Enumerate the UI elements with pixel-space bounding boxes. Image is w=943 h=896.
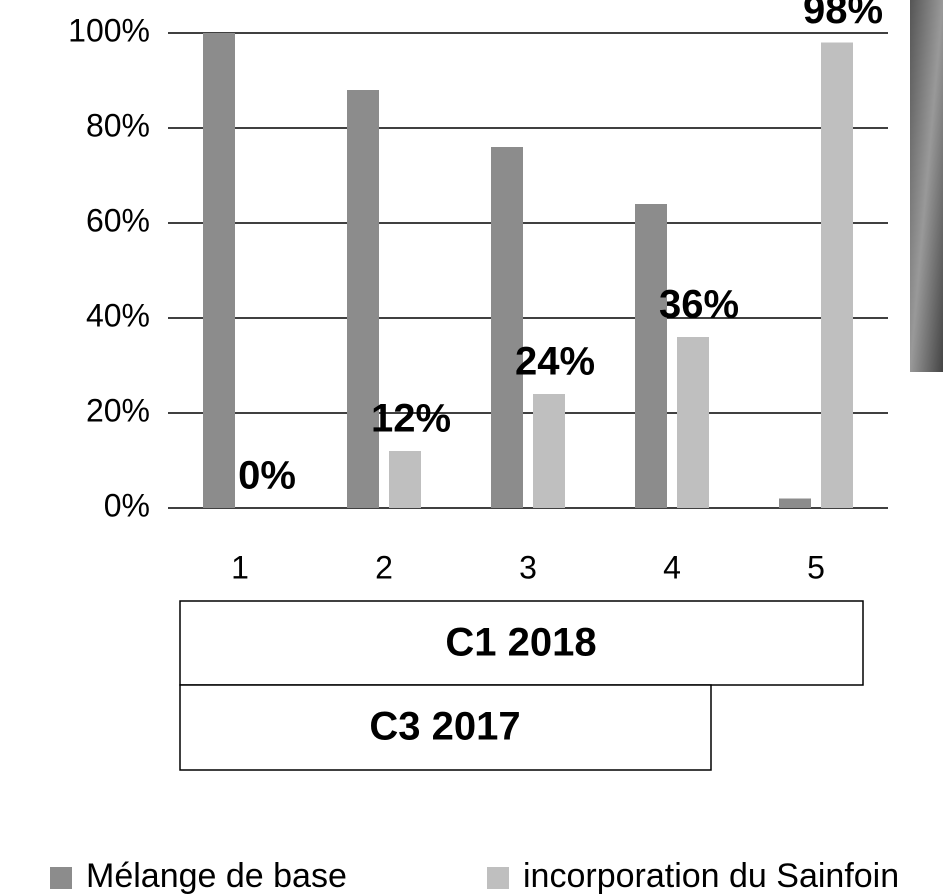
annotation: C3 2017 <box>369 705 520 749</box>
x-tick-label: 4 <box>663 549 681 585</box>
y-tick-label: 0% <box>104 487 150 523</box>
bar <box>491 147 523 508</box>
y-tick-label: 80% <box>86 107 150 143</box>
bar <box>635 204 667 508</box>
x-tick-label: 3 <box>519 549 537 585</box>
data-label: 12% <box>371 397 451 441</box>
bar <box>203 33 235 508</box>
annotation: C1 2018 <box>445 621 596 665</box>
bar <box>533 394 565 508</box>
bar <box>821 43 853 509</box>
y-tick-label: 100% <box>68 12 150 48</box>
chart: C1 2018 C3 2017 0% 20% 40% 60% 80% 100% 1 0% 2 12… <box>0 0 943 896</box>
x-tick-label: 1 <box>231 549 249 585</box>
legend-swatch <box>50 867 72 889</box>
legend-swatch <box>487 867 509 889</box>
photo <box>910 0 943 372</box>
legend-label: incorporation du Sainfoin <box>523 857 899 895</box>
y-tick-label: 60% <box>86 202 150 238</box>
bar <box>347 90 379 508</box>
x-tick-label: 5 <box>807 549 825 585</box>
data-label: 98% <box>803 0 883 32</box>
bar <box>389 451 421 508</box>
y-tick-label: 20% <box>86 392 150 428</box>
data-label: 24% <box>515 340 595 384</box>
data-label: 36% <box>659 283 739 327</box>
bar <box>677 337 709 508</box>
data-label: 0% <box>238 454 296 498</box>
legend-label: Mélange de base <box>86 857 347 895</box>
y-tick-label: 40% <box>86 297 150 333</box>
bar <box>779 499 811 509</box>
x-tick-label: 2 <box>375 549 393 585</box>
